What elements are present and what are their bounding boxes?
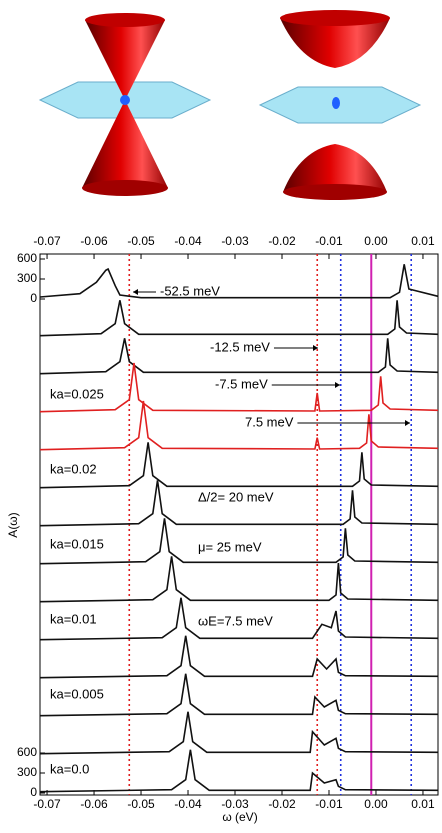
spectrum-line bbox=[39, 711, 439, 755]
y-axis-label: A(ω) bbox=[6, 512, 20, 537]
spectrum-line bbox=[39, 749, 439, 793]
annotation: Δ/2= 20 meV bbox=[198, 489, 274, 504]
y-tick-label: 300 bbox=[17, 765, 37, 779]
y-tick-label: 600 bbox=[17, 745, 37, 759]
annotation: -7.5 meV bbox=[215, 376, 268, 391]
spectrum-line bbox=[39, 400, 439, 451]
x-tick-label: -0.06 bbox=[80, 234, 108, 248]
spectrum-line bbox=[39, 673, 439, 717]
arrow-head bbox=[405, 420, 410, 426]
x-tick-label: -0.04 bbox=[174, 234, 202, 248]
x-tick-label: -0.07 bbox=[33, 234, 61, 248]
annotation: -12.5 meV bbox=[210, 339, 270, 354]
annotation: ka=0.015 bbox=[50, 536, 104, 551]
spectrum-line bbox=[39, 338, 439, 375]
x-tick-label: 0.01 bbox=[411, 797, 435, 811]
x-tick-label: -0.03 bbox=[221, 797, 249, 811]
x-tick-label: 0.00 bbox=[364, 797, 388, 811]
spectrum-line bbox=[39, 518, 439, 565]
x-tick-label: 0.00 bbox=[364, 234, 388, 248]
spectrum-line bbox=[39, 264, 439, 299]
spectrum-line bbox=[39, 597, 439, 641]
x-tick-label: -0.02 bbox=[268, 797, 296, 811]
y-tick-label: 600 bbox=[17, 251, 37, 265]
x-tick-label: -0.06 bbox=[80, 797, 108, 811]
x-tick-label: 0.01 bbox=[411, 234, 435, 248]
annotation: -52.5 meV bbox=[160, 283, 220, 298]
x-tick-label: -0.03 bbox=[221, 234, 249, 248]
annotation: ωE=7.5 meV bbox=[198, 613, 273, 628]
x-tick-label: -0.04 bbox=[174, 797, 202, 811]
annotation: ka=0.02 bbox=[50, 461, 97, 476]
y-tick-label: 0 bbox=[30, 785, 37, 799]
plot-frame bbox=[39, 253, 439, 796]
annotation: 7.5 meV bbox=[245, 414, 294, 429]
arrow-head bbox=[133, 289, 138, 295]
annotation: ka=0.0 bbox=[50, 761, 89, 776]
annotation: ka=0.01 bbox=[50, 611, 97, 626]
spectrum-line bbox=[39, 442, 439, 489]
spectrum-line bbox=[39, 556, 439, 603]
spectrum-line bbox=[39, 480, 439, 527]
annotation: ka=0.025 bbox=[50, 386, 104, 401]
y-tick-label: 300 bbox=[17, 271, 37, 285]
spectrum-line bbox=[39, 635, 439, 679]
x-tick-label: -0.02 bbox=[268, 234, 296, 248]
arrow-head bbox=[335, 382, 340, 388]
x-tick-label: -0.05 bbox=[127, 234, 155, 248]
annotation: μ= 25 meV bbox=[198, 539, 262, 554]
arrow-head bbox=[313, 345, 318, 351]
spectrum-line bbox=[39, 362, 439, 413]
y-tick-label: 0 bbox=[30, 291, 37, 305]
x-tick-label: -0.01 bbox=[315, 797, 343, 811]
gapped-cone-illustration bbox=[258, 10, 422, 200]
x-tick-label: -0.01 bbox=[315, 234, 343, 248]
spectrum-line bbox=[39, 300, 439, 337]
dirac-cone-illustration bbox=[38, 13, 212, 196]
annotation: ka=0.005 bbox=[50, 686, 104, 701]
x-tick-label: -0.05 bbox=[127, 797, 155, 811]
x-tick-label: -0.07 bbox=[33, 797, 61, 811]
x-axis-label: ω (eV) bbox=[222, 810, 257, 824]
